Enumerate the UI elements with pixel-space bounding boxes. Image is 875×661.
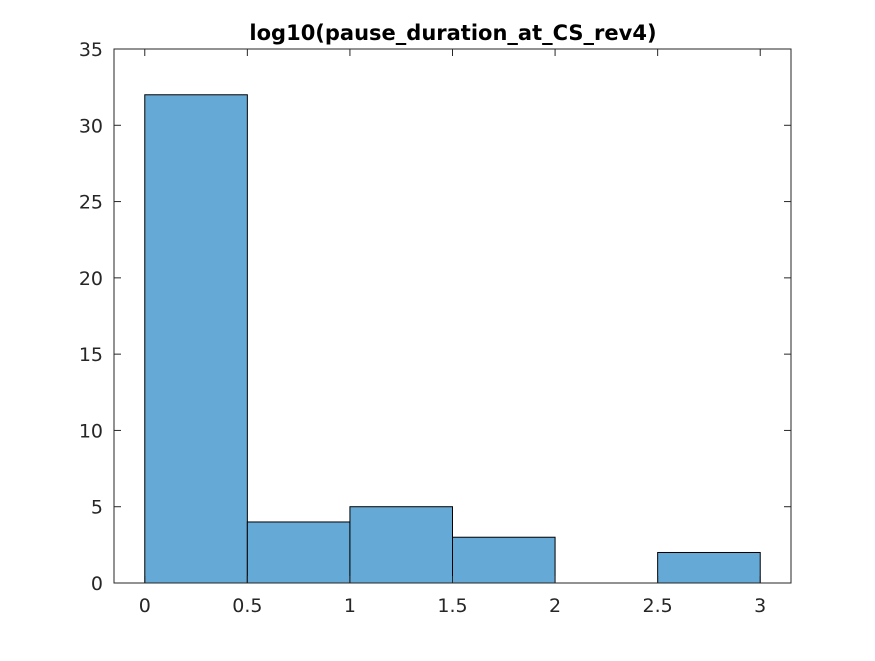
y-tick-labels: 0 5 10 15 20 25 30 35 [79, 39, 103, 595]
y-tick-label-3: 15 [79, 344, 103, 366]
y-tick-label-6: 30 [79, 115, 103, 137]
y-tick-label-0: 0 [91, 573, 103, 595]
histogram-bar-0 [144, 94, 248, 584]
y-tick-label-1: 5 [91, 497, 103, 519]
histogram-bar-1 [246, 521, 351, 584]
chart-title: log10(pause_duration_at_CS_rev4) [249, 21, 656, 45]
ticks-group [114, 48, 791, 584]
x-tick-label-5: 2.5 [643, 595, 673, 617]
x-tick-label-3: 1.5 [437, 595, 467, 617]
histogram-bar-2 [349, 506, 454, 584]
bars-group [144, 94, 761, 584]
x-tick-label-2: 1 [344, 595, 356, 617]
x-tick-label-6: 3 [754, 595, 766, 617]
histogram-bar-3 [452, 536, 556, 584]
y-tick-label-5: 25 [79, 192, 103, 214]
x-tick-label-4: 2 [549, 595, 561, 617]
histogram-bar-5 [657, 551, 761, 584]
x-tick-label-0: 0 [139, 595, 151, 617]
x-tick-label-1: 0.5 [232, 595, 262, 617]
y-tick-label-7: 35 [79, 39, 103, 61]
y-tick-label-4: 20 [79, 268, 103, 290]
x-tick-labels: 0 0.5 1 1.5 2 2.5 3 [139, 595, 767, 617]
y-tick-label-2: 10 [79, 420, 103, 442]
